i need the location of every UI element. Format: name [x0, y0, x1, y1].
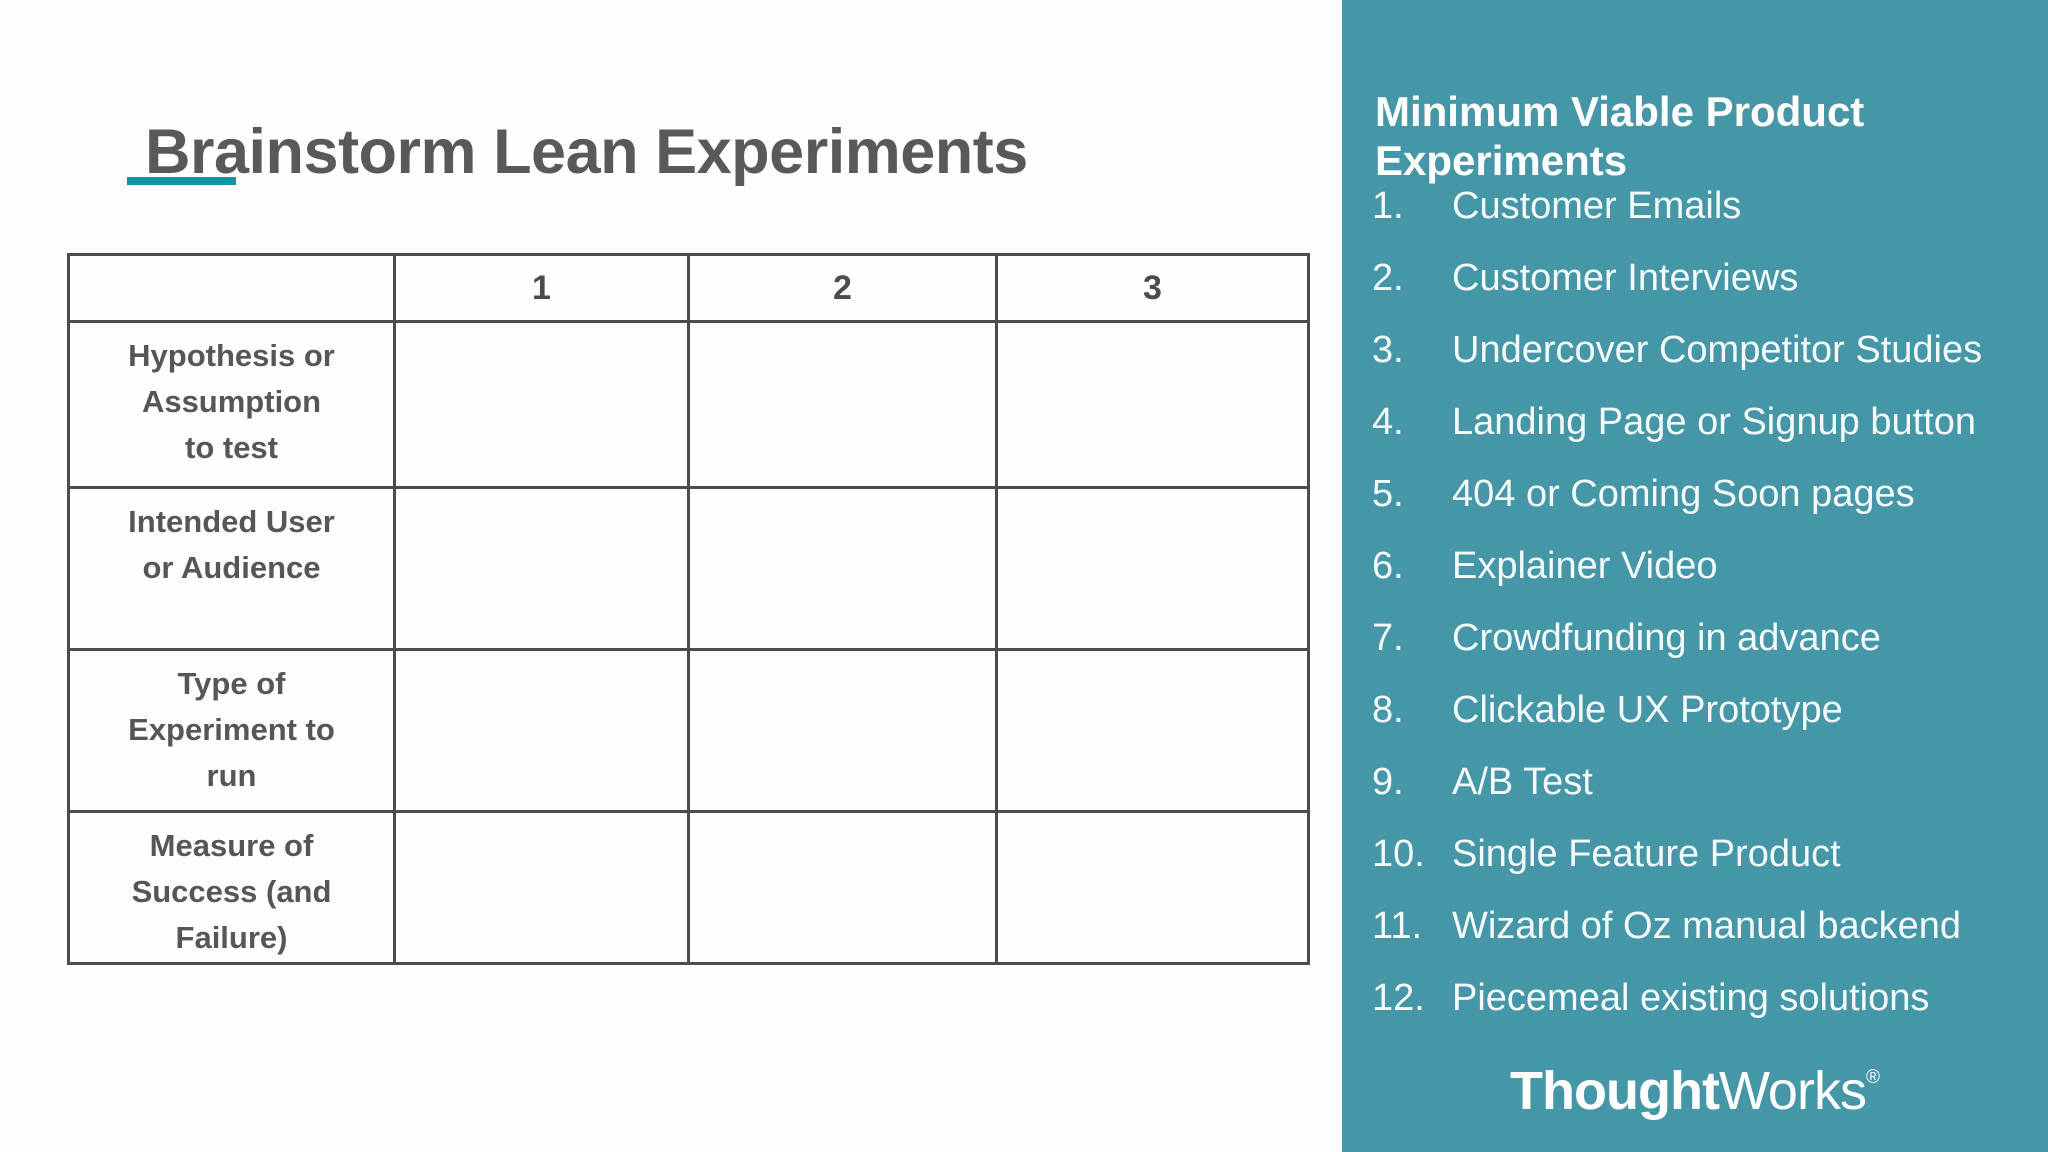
thoughtworks-logo: ThoughtWorks®: [1342, 1060, 2048, 1122]
list-item: 7. Crowdfunding in advance: [1372, 616, 2032, 688]
list-item: 2. Customer Interviews: [1372, 256, 2032, 328]
item-number: 2.: [1372, 257, 1404, 299]
table-cell: [393, 648, 690, 813]
registered-mark-icon: ®: [1865, 1067, 1880, 1088]
table-cell: [393, 486, 690, 651]
table-row-measure-success: Measure of Success (and Failure): [67, 810, 1310, 965]
row-label-intended-user: Intended User or Audience: [67, 486, 396, 651]
column-header-3: 3: [995, 253, 1310, 323]
list-item: 8. Clickable UX Prototype: [1372, 688, 2032, 760]
item-label: Undercover Competitor Studies: [1452, 329, 1983, 371]
row-label-hypothesis: Hypothesis or Assumption to test: [67, 320, 396, 489]
item-number: 8.: [1372, 689, 1404, 731]
item-number: 3.: [1372, 329, 1404, 371]
mvp-experiments-list: 1. Customer Emails 2. Customer Interview…: [1372, 184, 2032, 1048]
table-cell: [995, 648, 1310, 813]
item-number: 10.: [1372, 833, 1425, 875]
row-label-line: Failure): [175, 920, 288, 955]
item-label: Customer Emails: [1452, 185, 1742, 227]
list-item: 10. Single Feature Product: [1372, 832, 2032, 904]
row-label-experiment-type: Type of Experiment to run: [67, 648, 396, 813]
item-label: Landing Page or Signup button: [1452, 401, 1976, 443]
table-cell: [995, 486, 1310, 651]
table-corner-cell: [67, 253, 396, 323]
table-cell: [687, 648, 998, 813]
item-label: Clickable UX Prototype: [1452, 689, 1843, 731]
table-row-hypothesis: Hypothesis or Assumption to test: [67, 320, 1310, 489]
row-label-line: Experiment to: [128, 712, 335, 747]
table-header-row: 1 2 3: [67, 253, 1310, 323]
item-number: 4.: [1372, 401, 1404, 443]
item-number: 7.: [1372, 617, 1404, 659]
item-label: 404 or Coming Soon pages: [1452, 473, 1915, 515]
item-number: 12.: [1372, 977, 1425, 1019]
list-item: 1. Customer Emails: [1372, 184, 2032, 256]
row-label-line: or Audience: [142, 550, 321, 585]
row-label-line: Intended User: [128, 504, 335, 539]
experiments-table: 1 2 3 Hypothesis or Assumption to test I…: [67, 253, 1310, 965]
row-label-line: run: [206, 758, 257, 793]
row-label-line: Hypothesis or: [128, 338, 335, 373]
item-number: 6.: [1372, 545, 1404, 587]
page-title: Brainstorm Lean Experiments: [145, 117, 1028, 188]
row-label-line: Type of: [177, 666, 286, 701]
list-item: 11. Wizard of Oz manual backend: [1372, 904, 2032, 976]
item-label: Crowdfunding in advance: [1452, 617, 1881, 659]
table-cell: [995, 320, 1310, 489]
row-label-line: Assumption: [141, 384, 322, 419]
item-number: 11.: [1372, 905, 1423, 947]
item-label: Piecemeal existing solutions: [1452, 977, 1930, 1019]
list-item: 3. Undercover Competitor Studies: [1372, 328, 2032, 400]
title-accent-bar: [127, 177, 236, 185]
list-item: 9. A/B Test: [1372, 760, 2032, 832]
item-number: 1.: [1372, 185, 1404, 227]
table-cell: [687, 486, 998, 651]
item-label: Single Feature Product: [1452, 833, 1841, 875]
row-label-line: Success (and: [131, 874, 332, 909]
mvp-sidebar: Minimum Viable Product Experiments 1. Cu…: [1342, 0, 2048, 1152]
column-header-2: 2: [687, 253, 998, 323]
row-label-line: Measure of: [149, 828, 314, 863]
list-item: 12. Piecemeal existing solutions: [1372, 976, 2032, 1048]
item-label: Customer Interviews: [1452, 257, 1799, 299]
logo-works: Works: [1718, 1061, 1867, 1121]
list-item: 5. 404 or Coming Soon pages: [1372, 472, 2032, 544]
table-cell: [687, 810, 998, 965]
table-cell: [995, 810, 1310, 965]
item-label: Wizard of Oz manual backend: [1452, 905, 1962, 947]
row-label-measure-success: Measure of Success (and Failure): [67, 810, 396, 965]
logo-thought: Thought: [1510, 1061, 1720, 1121]
sidebar-heading: Minimum Viable Product Experiments: [1375, 87, 1865, 184]
item-number: 5.: [1372, 473, 1404, 515]
item-number: 9.: [1372, 761, 1404, 803]
table-cell: [393, 320, 690, 489]
table-cell: [687, 320, 998, 489]
column-header-1: 1: [393, 253, 690, 323]
list-item: 4. Landing Page or Signup button: [1372, 400, 2032, 472]
item-label: Explainer Video: [1452, 545, 1718, 587]
list-item: 6. Explainer Video: [1372, 544, 2032, 616]
item-label: A/B Test: [1452, 761, 1593, 803]
row-label-line: to test: [185, 430, 278, 465]
table-row-experiment-type: Type of Experiment to run: [67, 648, 1310, 813]
table-row-intended-user: Intended User or Audience: [67, 486, 1310, 651]
table-cell: [393, 810, 690, 965]
